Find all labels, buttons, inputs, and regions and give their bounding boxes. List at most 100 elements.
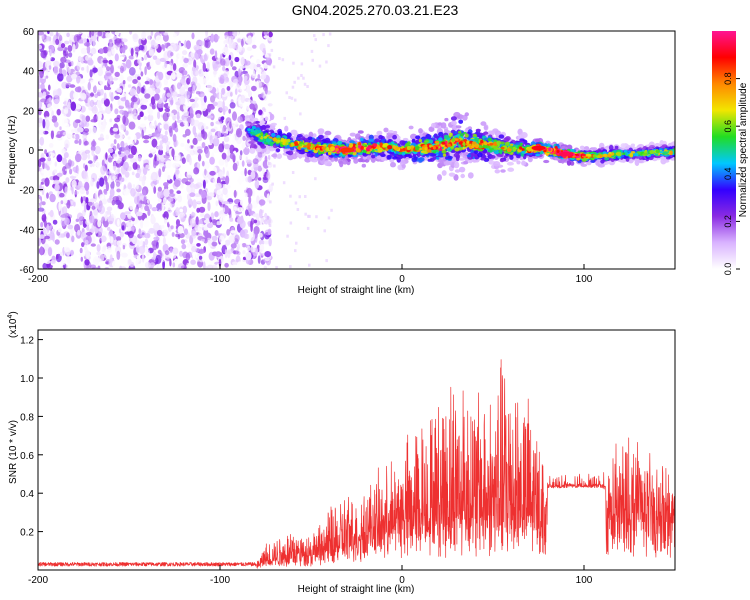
heatmap-noise-cell	[304, 212, 307, 216]
heatmap-noise-cell	[105, 31, 111, 39]
heatmap-noise-cell	[90, 92, 94, 97]
heatmap-noise-cell	[184, 121, 189, 129]
heatmap-noise-cell	[135, 184, 139, 190]
heatmap-noise-cell	[85, 250, 91, 259]
heatmap-noise-cell	[205, 217, 210, 225]
heatmap-noise-cell	[118, 124, 121, 129]
heatmap-noise-cell	[270, 48, 274, 52]
heatmap-noise-cell	[239, 87, 244, 92]
heatmap-noise-cell	[166, 92, 171, 98]
heatmap-noise-cell	[230, 243, 237, 249]
heatmap-noise-cell	[150, 96, 156, 106]
heatmap-noise-cell	[122, 80, 126, 85]
heatmap-noise-cell	[168, 183, 173, 188]
heatmap-noise-cell	[96, 181, 100, 189]
heatmap-noise-cell	[234, 56, 240, 63]
heatmap-noise-cell	[327, 216, 331, 220]
heatmap-noise-cell	[314, 38, 317, 42]
heatmap-noise-cell	[187, 210, 192, 215]
heatmap-noise-cell	[170, 72, 176, 80]
heatmap-noise-cell	[63, 197, 68, 204]
heatmap-ridge-cell	[431, 122, 436, 128]
heatmap-noise-cell	[119, 47, 126, 53]
heatmap-noise-cell	[169, 99, 174, 106]
heatmap-noise-cell	[45, 75, 49, 79]
heatmap-noise-cell	[56, 108, 61, 116]
heatmap-noise-cell	[70, 60, 74, 67]
heatmap-noise-cell	[116, 87, 123, 93]
heatmap-noise-cell	[127, 84, 132, 88]
heatmap-noise-cell	[92, 67, 98, 73]
heatmap-noise-cell	[48, 97, 52, 103]
heatmap-noise-cell	[181, 157, 186, 164]
heatmap-noise-cell	[221, 87, 226, 95]
heatmap-noise-cell	[164, 130, 168, 136]
heatmap-noise-cell	[229, 102, 236, 109]
heatmap-noise-cell	[70, 249, 74, 256]
heatmap-noise-cell	[80, 119, 87, 127]
heatmap-noise-cell	[153, 186, 157, 194]
heatmap-noise-cell	[126, 219, 134, 228]
heatmap-noise-cell	[74, 86, 82, 93]
heatmap-noise-cell	[76, 76, 81, 84]
heatmap-noise-cell	[216, 189, 223, 196]
heatmap-noise-cell	[130, 187, 136, 197]
heatmap-noise-cell	[153, 42, 159, 50]
heatmap-noise-cell	[219, 217, 223, 225]
heatmap-noise-cell	[127, 182, 132, 190]
heatmap-noise-cell	[197, 223, 203, 233]
heatmap-noise-cell	[165, 202, 172, 211]
heatmap-ridge-cell	[408, 125, 414, 130]
heatmap-noise-cell	[102, 66, 106, 73]
heatmap-noise-cell	[323, 229, 326, 233]
heatmap-noise-cell	[155, 88, 161, 94]
heatmap-noise-cell	[124, 155, 127, 161]
heatmap-noise-cell	[175, 72, 183, 79]
heatmap-noise-cell	[123, 188, 130, 196]
heatmap-noise-cell	[144, 261, 151, 269]
heatmap-noise-cell	[149, 122, 156, 130]
heatmap-noise-cell	[107, 141, 111, 148]
heatmap-ridge-cell	[483, 131, 489, 135]
heatmap-noise-cell	[56, 254, 59, 260]
heatmap-noise-cell	[140, 219, 144, 229]
heatmap-noise-cell	[197, 148, 203, 154]
heatmap-ridge-cell	[276, 153, 282, 159]
heatmap-noise-cell	[170, 62, 173, 72]
heatmap-noise-cell	[85, 115, 91, 122]
heatmap-noise-cell	[181, 243, 187, 250]
heatmap-noise-cell	[297, 76, 300, 80]
heatmap-noise-cell	[247, 35, 253, 45]
heatmap-noise-cell	[137, 76, 141, 80]
heatmap-noise-cell	[180, 239, 186, 245]
heatmap-noise-cell	[38, 129, 45, 135]
heatmap-noise-cell	[315, 215, 318, 219]
heatmap-noise-cell	[241, 160, 245, 167]
heatmap-noise-cell	[151, 207, 158, 212]
heatmap-noise-cell	[154, 154, 157, 162]
heatmap-noise-cell	[172, 262, 176, 268]
heatmap-noise-cell	[149, 262, 156, 267]
heatmap-noise-cell	[109, 188, 115, 197]
heatmap-noise-cell	[155, 80, 162, 90]
heatmap-noise-cell	[153, 222, 160, 232]
heatmap-noise-cell	[127, 230, 134, 239]
heatmap-noise-cell	[96, 251, 101, 256]
heatmap-noise-cell	[299, 112, 302, 116]
heatmap-noise-cell	[156, 229, 163, 237]
heatmap-noise-cell	[44, 149, 47, 155]
heatmap-noise-cell	[180, 142, 185, 147]
heatmap-noise-cell	[191, 66, 196, 72]
heatmap-noise-cell	[82, 196, 86, 202]
heatmap-noise-cell	[74, 153, 82, 163]
heatmap-noise-cell	[206, 196, 212, 201]
heatmap-noise-cell	[191, 32, 195, 40]
heatmap-noise-cell	[193, 183, 200, 190]
heatmap-noise-cell	[71, 179, 77, 188]
heatmap-noise-cell	[294, 201, 298, 205]
heatmap-noise-cell	[80, 256, 84, 262]
heatmap-noise-cell	[130, 47, 134, 57]
heatmap-ridge-cell	[480, 121, 487, 126]
heatmap-noise-cell	[230, 60, 234, 67]
heatmap-noise-cell	[65, 82, 72, 88]
